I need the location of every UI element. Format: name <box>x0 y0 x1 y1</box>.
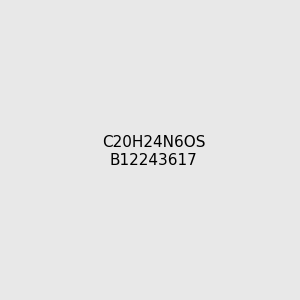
Text: C20H24N6OS
B12243617: C20H24N6OS B12243617 <box>102 135 206 168</box>
